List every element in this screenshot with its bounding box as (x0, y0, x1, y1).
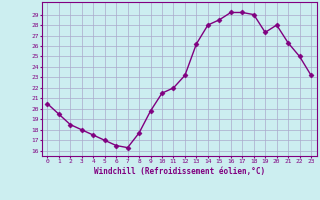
X-axis label: Windchill (Refroidissement éolien,°C): Windchill (Refroidissement éolien,°C) (94, 167, 265, 176)
